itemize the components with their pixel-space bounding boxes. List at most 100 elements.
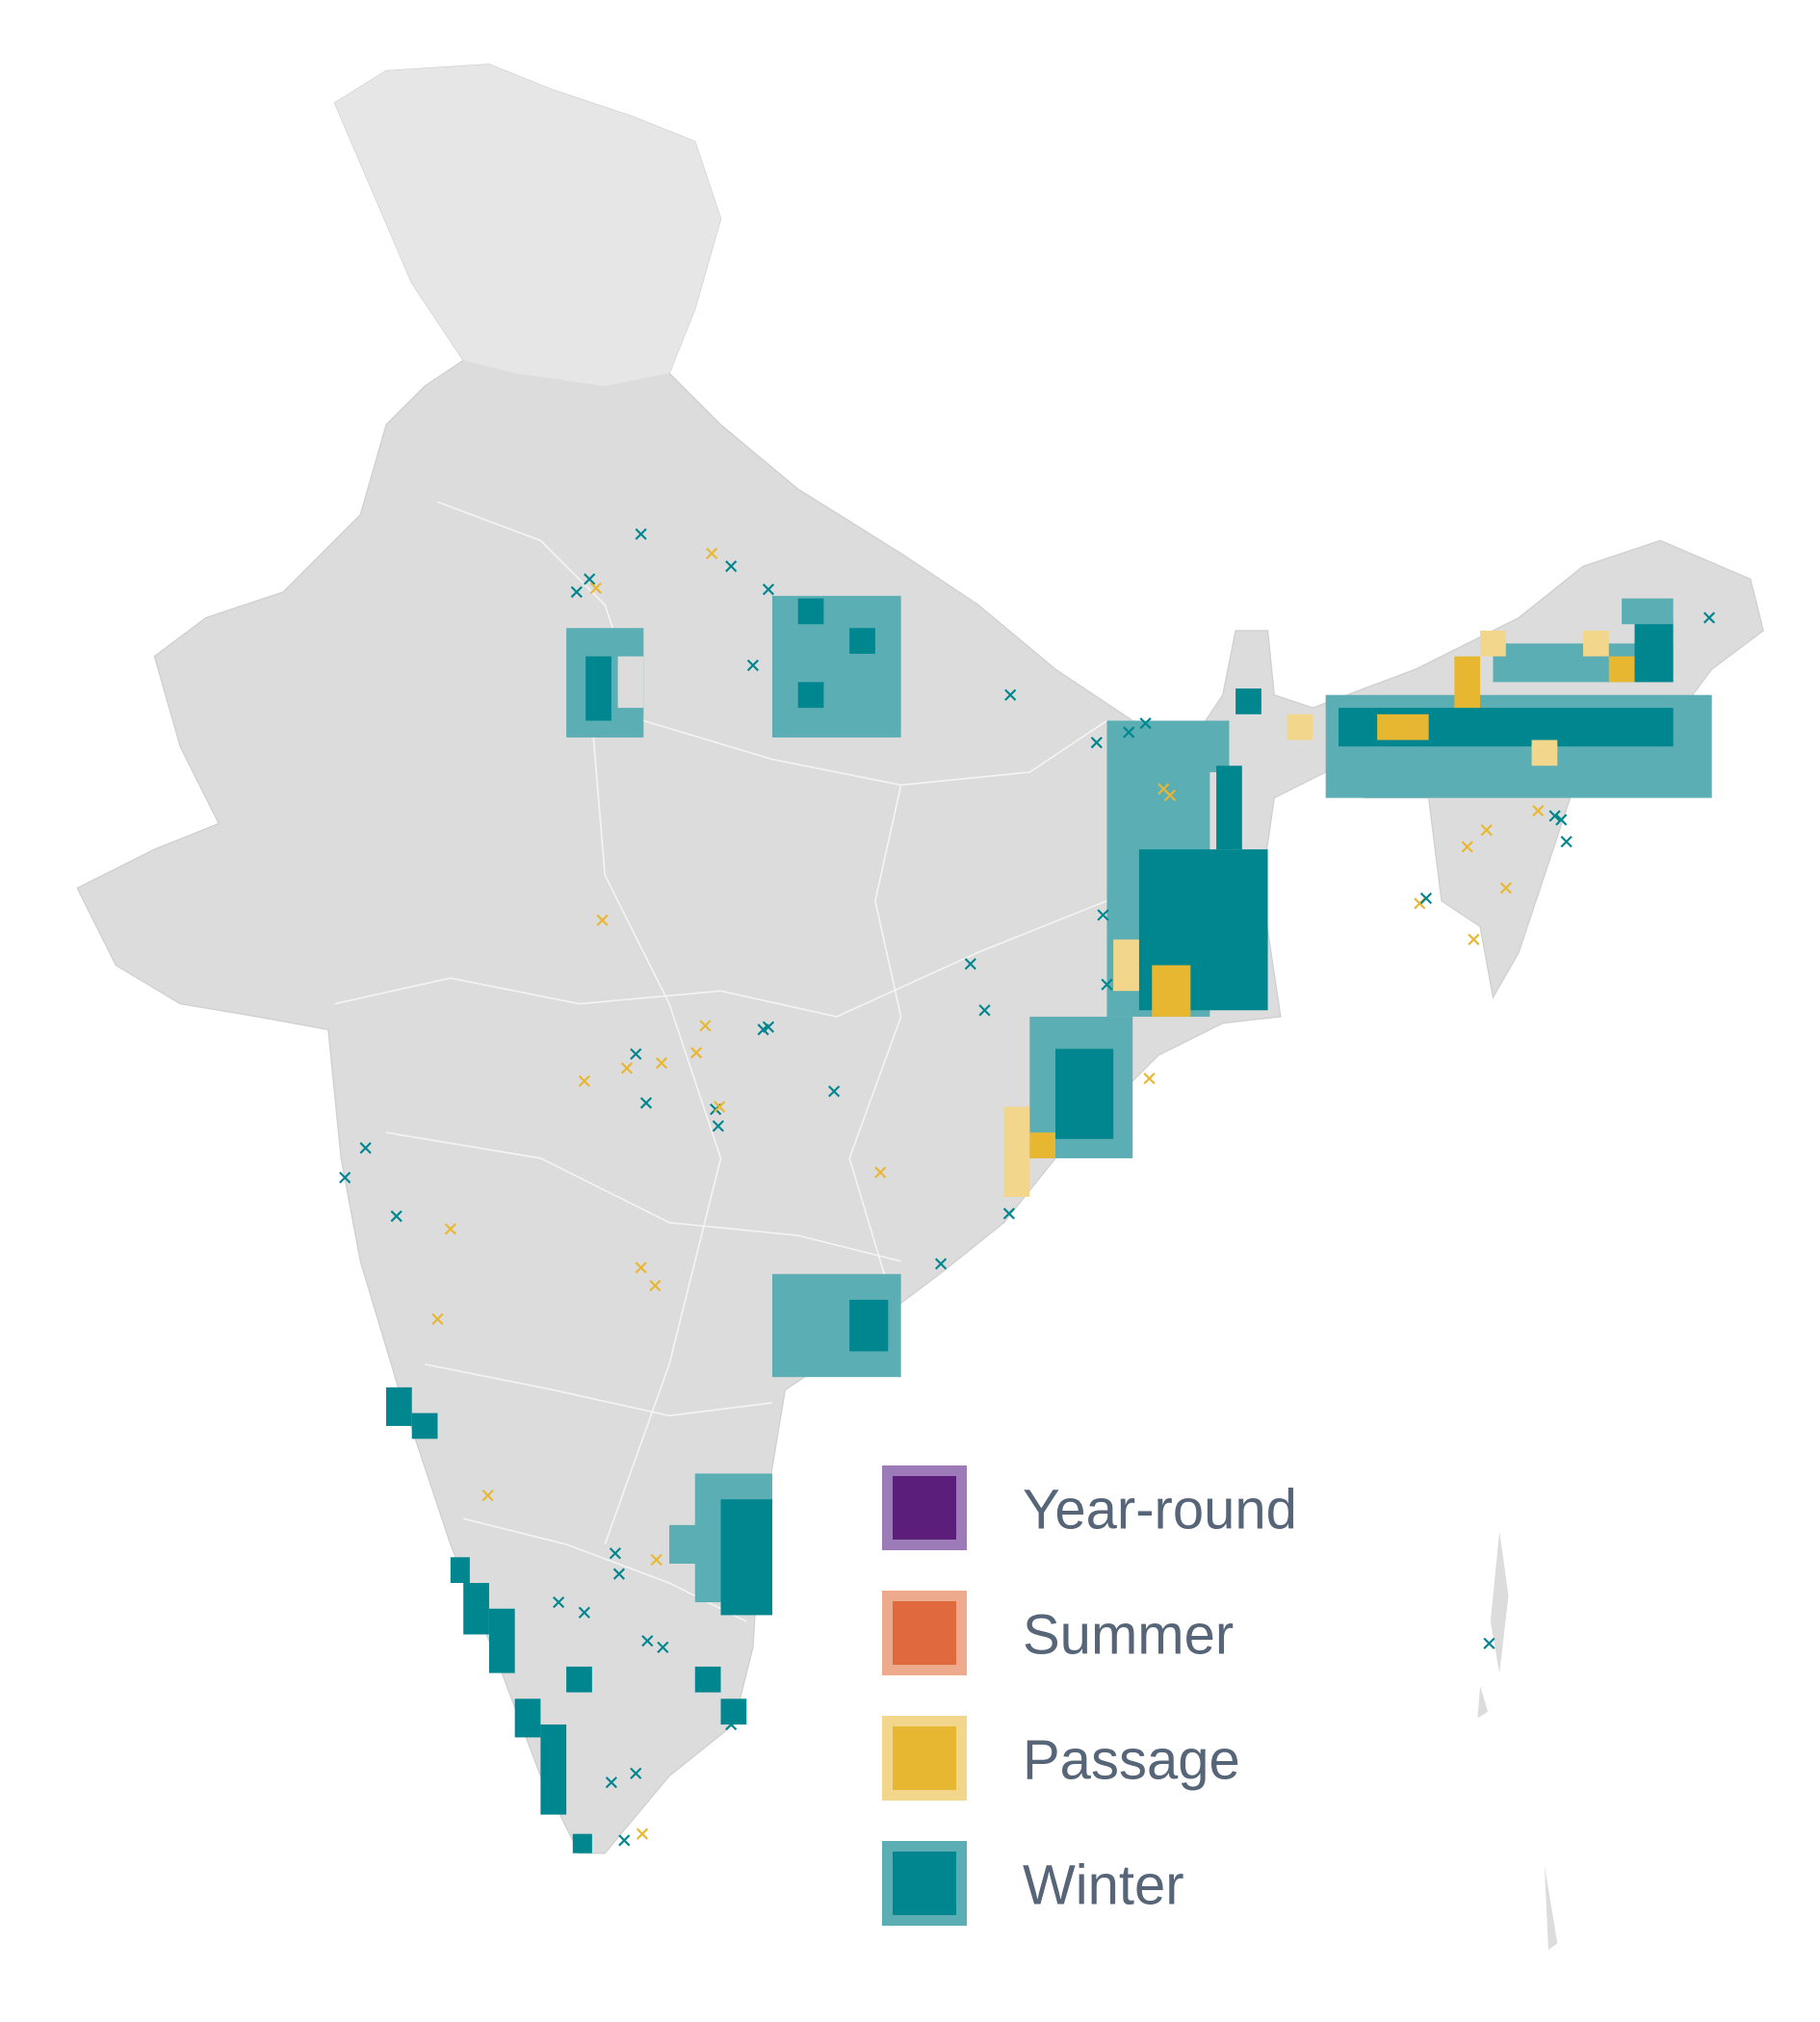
sighting-cross bbox=[1468, 933, 1480, 946]
sighting-cross bbox=[636, 1828, 649, 1840]
range-cell bbox=[1531, 739, 1558, 766]
range-cell bbox=[849, 1299, 889, 1352]
sighting-cross bbox=[657, 1641, 669, 1653]
legend-label: Summer bbox=[1023, 1603, 1234, 1666]
range-cell bbox=[1377, 713, 1429, 740]
range-cell bbox=[1003, 1106, 1030, 1198]
sighting-cross bbox=[1483, 1637, 1495, 1649]
sighting-cross bbox=[757, 1024, 769, 1036]
sighting-cross bbox=[1499, 882, 1512, 894]
range-cell bbox=[385, 1387, 412, 1426]
range-cell bbox=[720, 1499, 772, 1616]
sighting-cross bbox=[746, 659, 760, 672]
range-cell bbox=[1190, 720, 1230, 772]
sighting-cross bbox=[1143, 1072, 1156, 1085]
range-cell bbox=[849, 628, 875, 654]
sighting-cross bbox=[699, 1020, 712, 1032]
sighting-cross bbox=[630, 1767, 642, 1779]
sighting-cross bbox=[934, 1257, 948, 1270]
sighting-cross bbox=[712, 1120, 724, 1132]
legend-swatch bbox=[893, 1726, 956, 1790]
sighting-cross bbox=[725, 1718, 738, 1731]
sighting-cross bbox=[605, 1776, 617, 1789]
range-cell bbox=[694, 1666, 721, 1693]
sighting-cross bbox=[1097, 909, 1109, 921]
sighting-cross bbox=[612, 1568, 626, 1580]
range-cell bbox=[463, 1583, 489, 1635]
sighting-cross bbox=[1002, 1207, 1015, 1220]
sighting-cross bbox=[655, 1056, 668, 1070]
sighting-marks bbox=[339, 528, 1716, 1847]
range-cell bbox=[411, 1413, 438, 1439]
range-cell bbox=[771, 595, 901, 738]
upper-relief bbox=[334, 64, 721, 386]
sighting-cross bbox=[1139, 717, 1152, 730]
range-cell bbox=[617, 656, 644, 709]
sighting-cross bbox=[578, 1075, 590, 1087]
sighting-cross bbox=[762, 583, 775, 596]
range-cell bbox=[572, 1833, 592, 1854]
sighting-cross bbox=[1555, 814, 1568, 826]
sighting-cross bbox=[1560, 836, 1573, 848]
sighting-cross bbox=[635, 528, 647, 540]
range-cell bbox=[540, 1724, 567, 1815]
range-cell bbox=[1480, 630, 1506, 657]
range-cell bbox=[1152, 965, 1191, 1017]
sighting-cross bbox=[828, 1085, 841, 1098]
range-cell bbox=[1029, 1132, 1056, 1158]
sighting-cross bbox=[964, 958, 976, 971]
sighting-cross bbox=[339, 1171, 351, 1184]
legend-label: Passage bbox=[1023, 1728, 1240, 1791]
sighting-cross bbox=[1703, 611, 1716, 624]
sighting-cross bbox=[620, 1062, 634, 1075]
sighting-cross bbox=[649, 1280, 662, 1292]
range-cells bbox=[385, 595, 1712, 1854]
legend-swatch bbox=[893, 1601, 956, 1665]
range-cell bbox=[1235, 688, 1261, 714]
sighting-cross bbox=[390, 1209, 403, 1223]
sighting-cross bbox=[1419, 892, 1433, 905]
sighting-cross bbox=[1101, 978, 1113, 991]
range-cell bbox=[797, 682, 824, 709]
sighting-cross bbox=[650, 1553, 663, 1567]
range-cell bbox=[450, 1557, 470, 1584]
sighting-cross bbox=[639, 1097, 653, 1109]
island-chain bbox=[1477, 1531, 1558, 1950]
sighting-cross bbox=[1461, 841, 1473, 853]
sighting-cross bbox=[1480, 824, 1493, 837]
sighting-cross bbox=[618, 1834, 631, 1847]
range-cell bbox=[1113, 939, 1139, 992]
legend-label: Year-round bbox=[1023, 1478, 1297, 1541]
range-cell bbox=[1055, 1049, 1114, 1139]
sighting-cross bbox=[1163, 789, 1177, 802]
sighting-cross bbox=[641, 1635, 654, 1647]
sighting-cross bbox=[552, 1595, 565, 1609]
legend-label: Winter bbox=[1023, 1854, 1184, 1916]
range-cell bbox=[566, 1666, 592, 1693]
sighting-cross bbox=[874, 1166, 887, 1179]
range-cell bbox=[1454, 656, 1481, 709]
range-cell bbox=[797, 598, 824, 625]
legend-swatch bbox=[893, 1476, 956, 1540]
sighting-cross bbox=[444, 1223, 456, 1235]
sighting-cross bbox=[1548, 810, 1561, 822]
sighting-cross bbox=[1123, 726, 1135, 739]
sighting-cross bbox=[978, 1004, 991, 1017]
sighting-cross bbox=[714, 1101, 726, 1113]
sighting-cross bbox=[689, 1047, 703, 1059]
range-cell bbox=[488, 1608, 515, 1673]
map-layer bbox=[76, 64, 1764, 1950]
region-borders bbox=[334, 501, 1107, 1622]
sighting-cross bbox=[706, 547, 718, 559]
sighting-cross bbox=[359, 1142, 372, 1154]
range-cell bbox=[669, 1524, 721, 1564]
range-cell bbox=[1634, 617, 1674, 683]
range-cell bbox=[1216, 765, 1242, 850]
sighting-cross bbox=[609, 1547, 621, 1560]
sighting-cross bbox=[725, 560, 738, 573]
sighting-cross bbox=[596, 914, 609, 926]
sighting-cross bbox=[1090, 737, 1103, 749]
sighting-cross bbox=[431, 1312, 444, 1326]
legend-swatch bbox=[893, 1852, 956, 1915]
